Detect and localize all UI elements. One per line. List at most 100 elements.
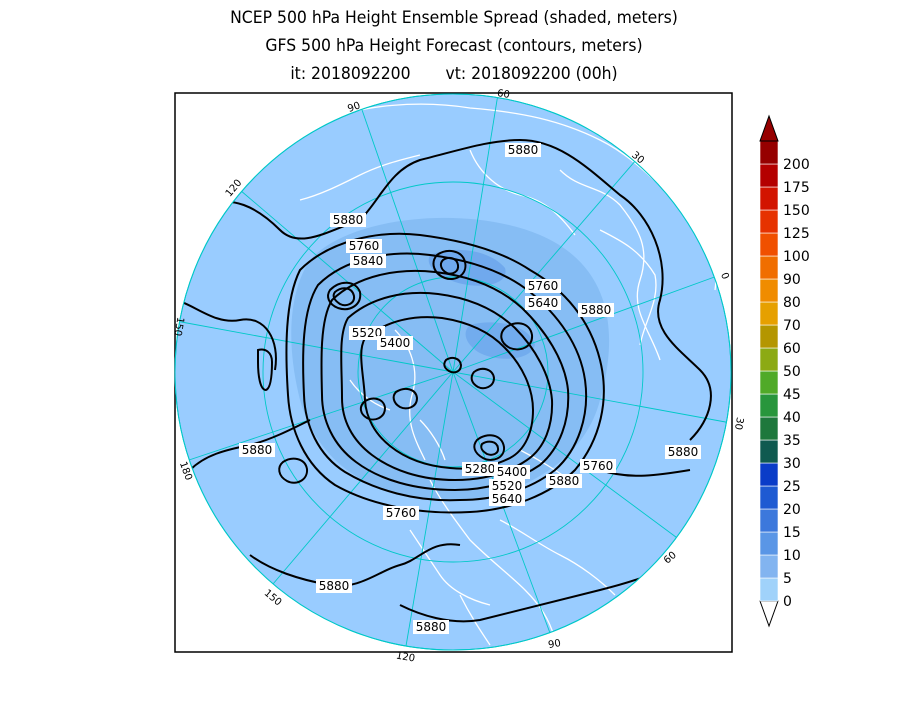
colorbar-swatch [759, 163, 779, 188]
colorbar-label: 70 [783, 318, 801, 334]
colorbar-label: 150 [783, 203, 810, 219]
contour-label-text: 5880 [242, 443, 273, 457]
contour-labels: 5880 5880 5760 5840 5760 5640 5880 5520 … [239, 143, 701, 634]
colorbar-label: 90 [783, 272, 801, 288]
colorbar-swatch [759, 439, 779, 464]
colorbar-upper-arrow [759, 114, 779, 142]
colorbar-swatch [759, 416, 779, 441]
contour-label: 5880 [239, 443, 275, 457]
contour-label-text: 5880 [319, 579, 350, 593]
colorbar-swatch [759, 462, 779, 487]
colorbar-swatch [759, 140, 779, 165]
contour-label-text: 5640 [492, 492, 523, 506]
contour-label-text: 5880 [416, 620, 447, 634]
colorbar-swatch [759, 577, 779, 602]
colorbar-swatch [759, 209, 779, 234]
colorbar-label: 45 [783, 387, 801, 403]
contour-label-text: 5880 [549, 474, 580, 488]
contour-label-text: 5760 [528, 279, 559, 293]
contour-label: 5880 [330, 213, 366, 227]
contour-label-text: 5400 [497, 465, 528, 479]
colorbar-label: 50 [783, 364, 801, 380]
contour-label: 5760 [580, 459, 616, 473]
contour-label-text: 5880 [581, 303, 612, 317]
colorbar-label: 40 [783, 410, 801, 426]
contour-label: 5520 [349, 326, 385, 340]
lon-label: 30 [732, 416, 745, 430]
colorbar-label: 20 [783, 502, 801, 518]
colorbar-label: 0 [783, 594, 792, 610]
lon-label: 0 [718, 271, 731, 281]
contour-label-text: 5760 [386, 506, 417, 520]
valid-time-label: vt: 2018092200 (00h) [445, 64, 618, 84]
contour-label: 5400 [377, 336, 413, 350]
colorbar: 0 5 10 15 20 25 30 35 40 45 50 60 70 80 90 100 125 150 175… [759, 114, 810, 628]
lon-label: 60 [496, 88, 510, 101]
colorbar-label: 30 [783, 456, 801, 472]
contour-label: 5880 [546, 474, 582, 488]
disk-outline [174, 93, 732, 651]
colorbar-label: 80 [783, 295, 801, 311]
contour-label: 5840 [350, 254, 386, 268]
colorbar-swatch [759, 278, 779, 303]
contour-label-text: 5400 [380, 336, 411, 350]
colorbar-swatch [759, 301, 779, 326]
colorbar-swatch [759, 485, 779, 510]
contour-label: 5400 [494, 465, 530, 479]
colorbar-swatch [759, 531, 779, 556]
title-line-2: GFS 500 hPa Height Forecast (contours, m… [265, 36, 643, 56]
colorbar-swatch [759, 347, 779, 372]
contour-label: 5760 [525, 279, 561, 293]
init-time-label: it: 2018092200 [290, 64, 411, 84]
colorbar-label: 35 [783, 433, 801, 449]
latitude-circles [262, 181, 644, 563]
title-line-3: it: 2018092200 vt: 2018092200 (00h) [36, 64, 871, 84]
contour-label-text: 5520 [352, 326, 383, 340]
colorbar-label: 125 [783, 226, 810, 242]
contour-label: 5760 [346, 239, 382, 253]
title-line-1: NCEP 500 hPa Height Ensemble Spread (sha… [230, 8, 678, 28]
contour-label: 5880 [665, 445, 701, 459]
colorbar-swatch [759, 255, 779, 280]
contour-label-text: 5880 [508, 143, 539, 157]
colorbar-swatch [759, 370, 779, 395]
contour-label: 5880 [316, 579, 352, 593]
contour-label: 5880 [505, 143, 541, 157]
lon-label: 120 [395, 650, 416, 664]
contour-label-text: 5840 [353, 254, 384, 268]
colorbar-swatch [759, 186, 779, 211]
colorbar-label: 100 [783, 249, 810, 265]
height-contours [175, 138, 712, 623]
contour-label: 5640 [525, 296, 561, 310]
contour-label-text: 5280 [465, 462, 496, 476]
contour-label-text: 5760 [349, 239, 380, 253]
lon-label: 90 [346, 100, 362, 115]
colorbar-label: 15 [783, 525, 801, 541]
meridians [175, 94, 731, 647]
contour-label-text: 5520 [492, 479, 523, 493]
contour-label-text: 5760 [583, 459, 614, 473]
contour-label: 5280 [462, 462, 498, 476]
contour-label-text: 5640 [528, 296, 559, 310]
colorbar-swatch [759, 554, 779, 579]
colorbar-label: 60 [783, 341, 801, 357]
contour-label: 5520 [489, 479, 525, 493]
colorbar-swatch [759, 232, 779, 257]
colorbar-label: 25 [783, 479, 801, 495]
colorbar-label: 10 [783, 548, 801, 564]
colorbar-lower-arrow [759, 600, 779, 628]
colorbar-swatch [759, 393, 779, 418]
colorbar-swatch [759, 324, 779, 349]
colorbar-label: 5 [783, 571, 792, 587]
contour-label-text: 5880 [668, 445, 699, 459]
colorbar-label: 200 [783, 157, 810, 173]
contour-label: 5880 [578, 303, 614, 317]
contour-label-text: 5880 [333, 213, 364, 227]
contour-label: 5880 [413, 620, 449, 634]
colorbar-label: 175 [783, 180, 810, 196]
contour-label: 5760 [383, 506, 419, 520]
lon-label: 90 [547, 638, 561, 651]
lon-label: 150 [171, 316, 185, 337]
colorbar-swatch [759, 508, 779, 533]
